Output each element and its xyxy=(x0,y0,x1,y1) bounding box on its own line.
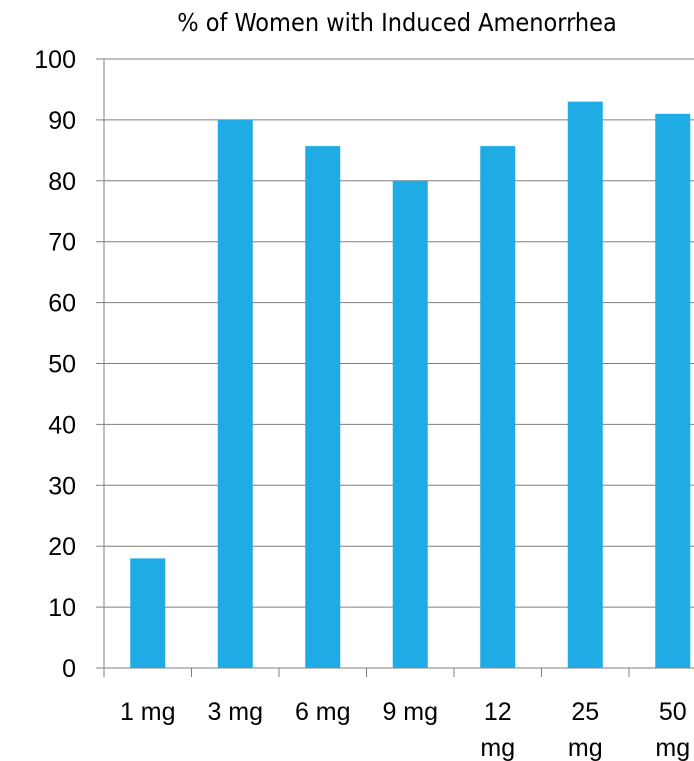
y-tick-label: 10 xyxy=(48,594,76,622)
bar xyxy=(567,101,603,668)
x-tick-label: 3 mg xyxy=(207,698,263,726)
x-tick-label: 1 mg xyxy=(120,698,176,726)
y-tick-label: 30 xyxy=(48,472,76,500)
y-tick-label: 40 xyxy=(48,411,76,439)
x-tick-label: 9 mg xyxy=(382,698,438,726)
bar xyxy=(392,180,428,669)
y-tick-label: 60 xyxy=(48,290,76,318)
x-tick-label: 6 mg xyxy=(295,698,351,726)
chart-title: % of Women with Induced Amenorrhea xyxy=(177,8,617,37)
y-tick-label: 20 xyxy=(48,533,76,561)
y-tick-label: 80 xyxy=(48,168,76,196)
bar xyxy=(305,146,341,668)
bar xyxy=(217,119,253,668)
y-tick-label: 100 xyxy=(34,46,76,74)
x-tick-label: mg xyxy=(655,734,690,761)
x-tick-label: 25 xyxy=(571,698,599,726)
x-tick-label: 50 xyxy=(659,698,687,726)
bar xyxy=(480,146,516,668)
bar xyxy=(130,558,166,668)
y-tick-label: 0 xyxy=(62,655,76,683)
y-tick-label: 70 xyxy=(48,229,76,257)
x-tick-label: mg xyxy=(480,734,515,761)
y-tick-label: 90 xyxy=(48,107,76,135)
bar xyxy=(655,113,691,668)
x-tick-label: mg xyxy=(568,734,603,761)
y-tick-label: 50 xyxy=(48,351,76,379)
x-tick-label: 12 xyxy=(484,698,512,726)
